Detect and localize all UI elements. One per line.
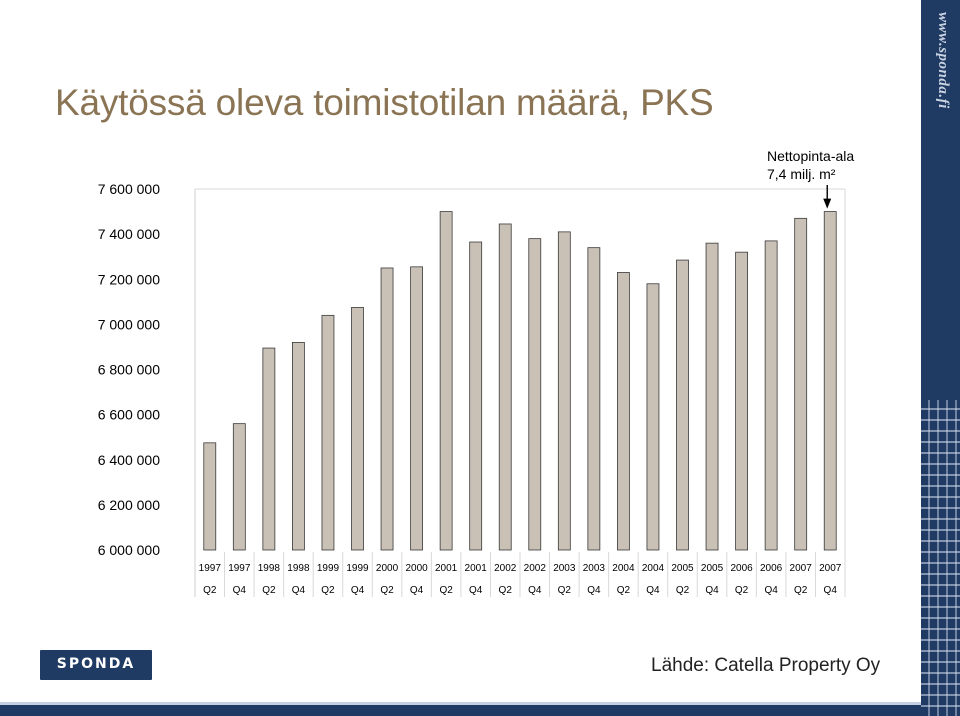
side-url: www.sponda.fi [935,12,951,109]
building-pattern [921,400,960,716]
y-axis-ticks: 6 000 000 6 200 000 6 400 000 6 600 000 6 80… [98,181,160,558]
bar [203,442,217,551]
x-tick-year: 1998 [287,563,310,574]
x-tick-year: 2005 [671,563,694,574]
bars [203,211,837,551]
x-tick-quarter: Q4 [233,585,247,596]
y-tick-label: 6 200 000 [98,497,160,513]
x-tick-quarter: Q2 [676,585,690,596]
bar [587,247,601,551]
decorative-side-band: www.sponda.fi [921,0,960,716]
bar [823,211,837,551]
annotation: Nettopinta-ala 7,4 milj. m² [767,147,854,183]
plot-frame [194,188,846,597]
x-tick-year: 2004 [612,563,635,574]
annotation-line-1: Nettopinta-ala [767,148,855,164]
source-note: Lähde: Catella Property Oy [651,655,881,676]
x-tick-year: 2001 [435,563,458,574]
bar [439,211,453,551]
bar [321,314,335,551]
x-tick-year: 2007 [790,563,813,574]
x-tick-quarter: Q2 [439,585,453,596]
arrow-head [823,198,832,209]
bar [232,423,246,551]
bar [528,238,542,551]
y-tick-label: 6 800 000 [98,362,160,378]
bar [262,347,276,551]
y-tick-label: 7 400 000 [98,226,160,242]
x-tick-year: 1997 [199,563,222,574]
x-tick-quarter: Q2 [203,585,217,596]
y-tick-label: 7 000 000 [98,316,160,332]
x-tick-year: 1999 [346,563,369,574]
x-tick-year: 1998 [258,563,281,574]
x-tick-year: 2007 [819,563,842,574]
x-tick-quarter: Q2 [617,585,631,596]
bar [676,259,689,551]
x-tick-quarter: Q2 [558,585,572,596]
x-tick-year: 2006 [760,563,783,574]
x-tick-year: 2006 [730,563,753,574]
bar [617,272,630,551]
annotation-line-2: 7,4 milj. m² [767,166,836,182]
bar-chart: 6 000 000 6 200 000 6 400 000 6 600 000 6 80… [98,181,846,597]
decorative-bottom-band [0,702,921,716]
x-tick-quarter: Q2 [380,585,394,596]
sponda-logo: SPONDA [40,650,152,680]
x-tick-quarter: Q4 [705,585,719,596]
logo-text: SPONDA [56,656,136,672]
bar [351,307,364,551]
bar [705,242,719,551]
x-tick-quarter: Q4 [351,585,365,596]
x-tick-quarter: Q4 [528,585,542,596]
x-tick-year: 2003 [553,563,576,574]
x-tick-year: 2003 [583,563,606,574]
x-tick-quarter: Q2 [499,585,513,596]
x-tick-quarter: Q4 [646,585,660,596]
annotation-arrow [823,185,832,209]
x-tick-quarter: Q4 [410,585,424,596]
y-tick-label: 6 600 000 [98,407,160,423]
x-tick-quarter: Q4 [292,585,306,596]
bar [735,251,748,551]
x-tick-year: 2000 [376,563,399,574]
x-tick-quarter: Q4 [824,585,838,596]
x-tick-quarter: Q2 [735,585,749,596]
x-tick-quarter: Q4 [587,585,601,596]
x-tick-year: 2000 [405,563,428,574]
y-tick-label: 6 000 000 [98,542,160,558]
x-tick-quarter: Q4 [469,585,483,596]
x-axis-labels: 1997 Q2 1997 Q4 1998 Q2 1998 Q4 1999 Q2 1999 Q4 2000… [199,552,842,597]
x-tick-year: 2002 [494,563,517,574]
y-tick-label: 6 400 000 [98,452,160,468]
x-tick-quarter: Q2 [321,585,335,596]
bar [794,217,808,551]
x-tick-year: 2004 [642,563,665,574]
bar [498,223,512,551]
bar [410,266,423,551]
y-tick-label: 7 200 000 [98,271,160,287]
x-tick-year: 2001 [465,563,488,574]
x-tick-year: 1997 [228,563,251,574]
x-tick-quarter: Q4 [764,585,778,596]
x-tick-quarter: Q2 [262,585,276,596]
y-tick-label: 7 600 000 [98,181,160,197]
bar [469,241,483,551]
bar [557,231,571,551]
bar [380,267,394,551]
x-tick-quarter: Q2 [794,585,808,596]
page-title: Käytössä oleva toimistotilan määrä, PKS [55,82,714,123]
bar [764,240,778,551]
x-tick-year: 2002 [524,563,547,574]
x-tick-year: 1999 [317,563,340,574]
x-tick-year: 2005 [701,563,724,574]
bar [292,342,305,551]
bar [646,283,660,551]
